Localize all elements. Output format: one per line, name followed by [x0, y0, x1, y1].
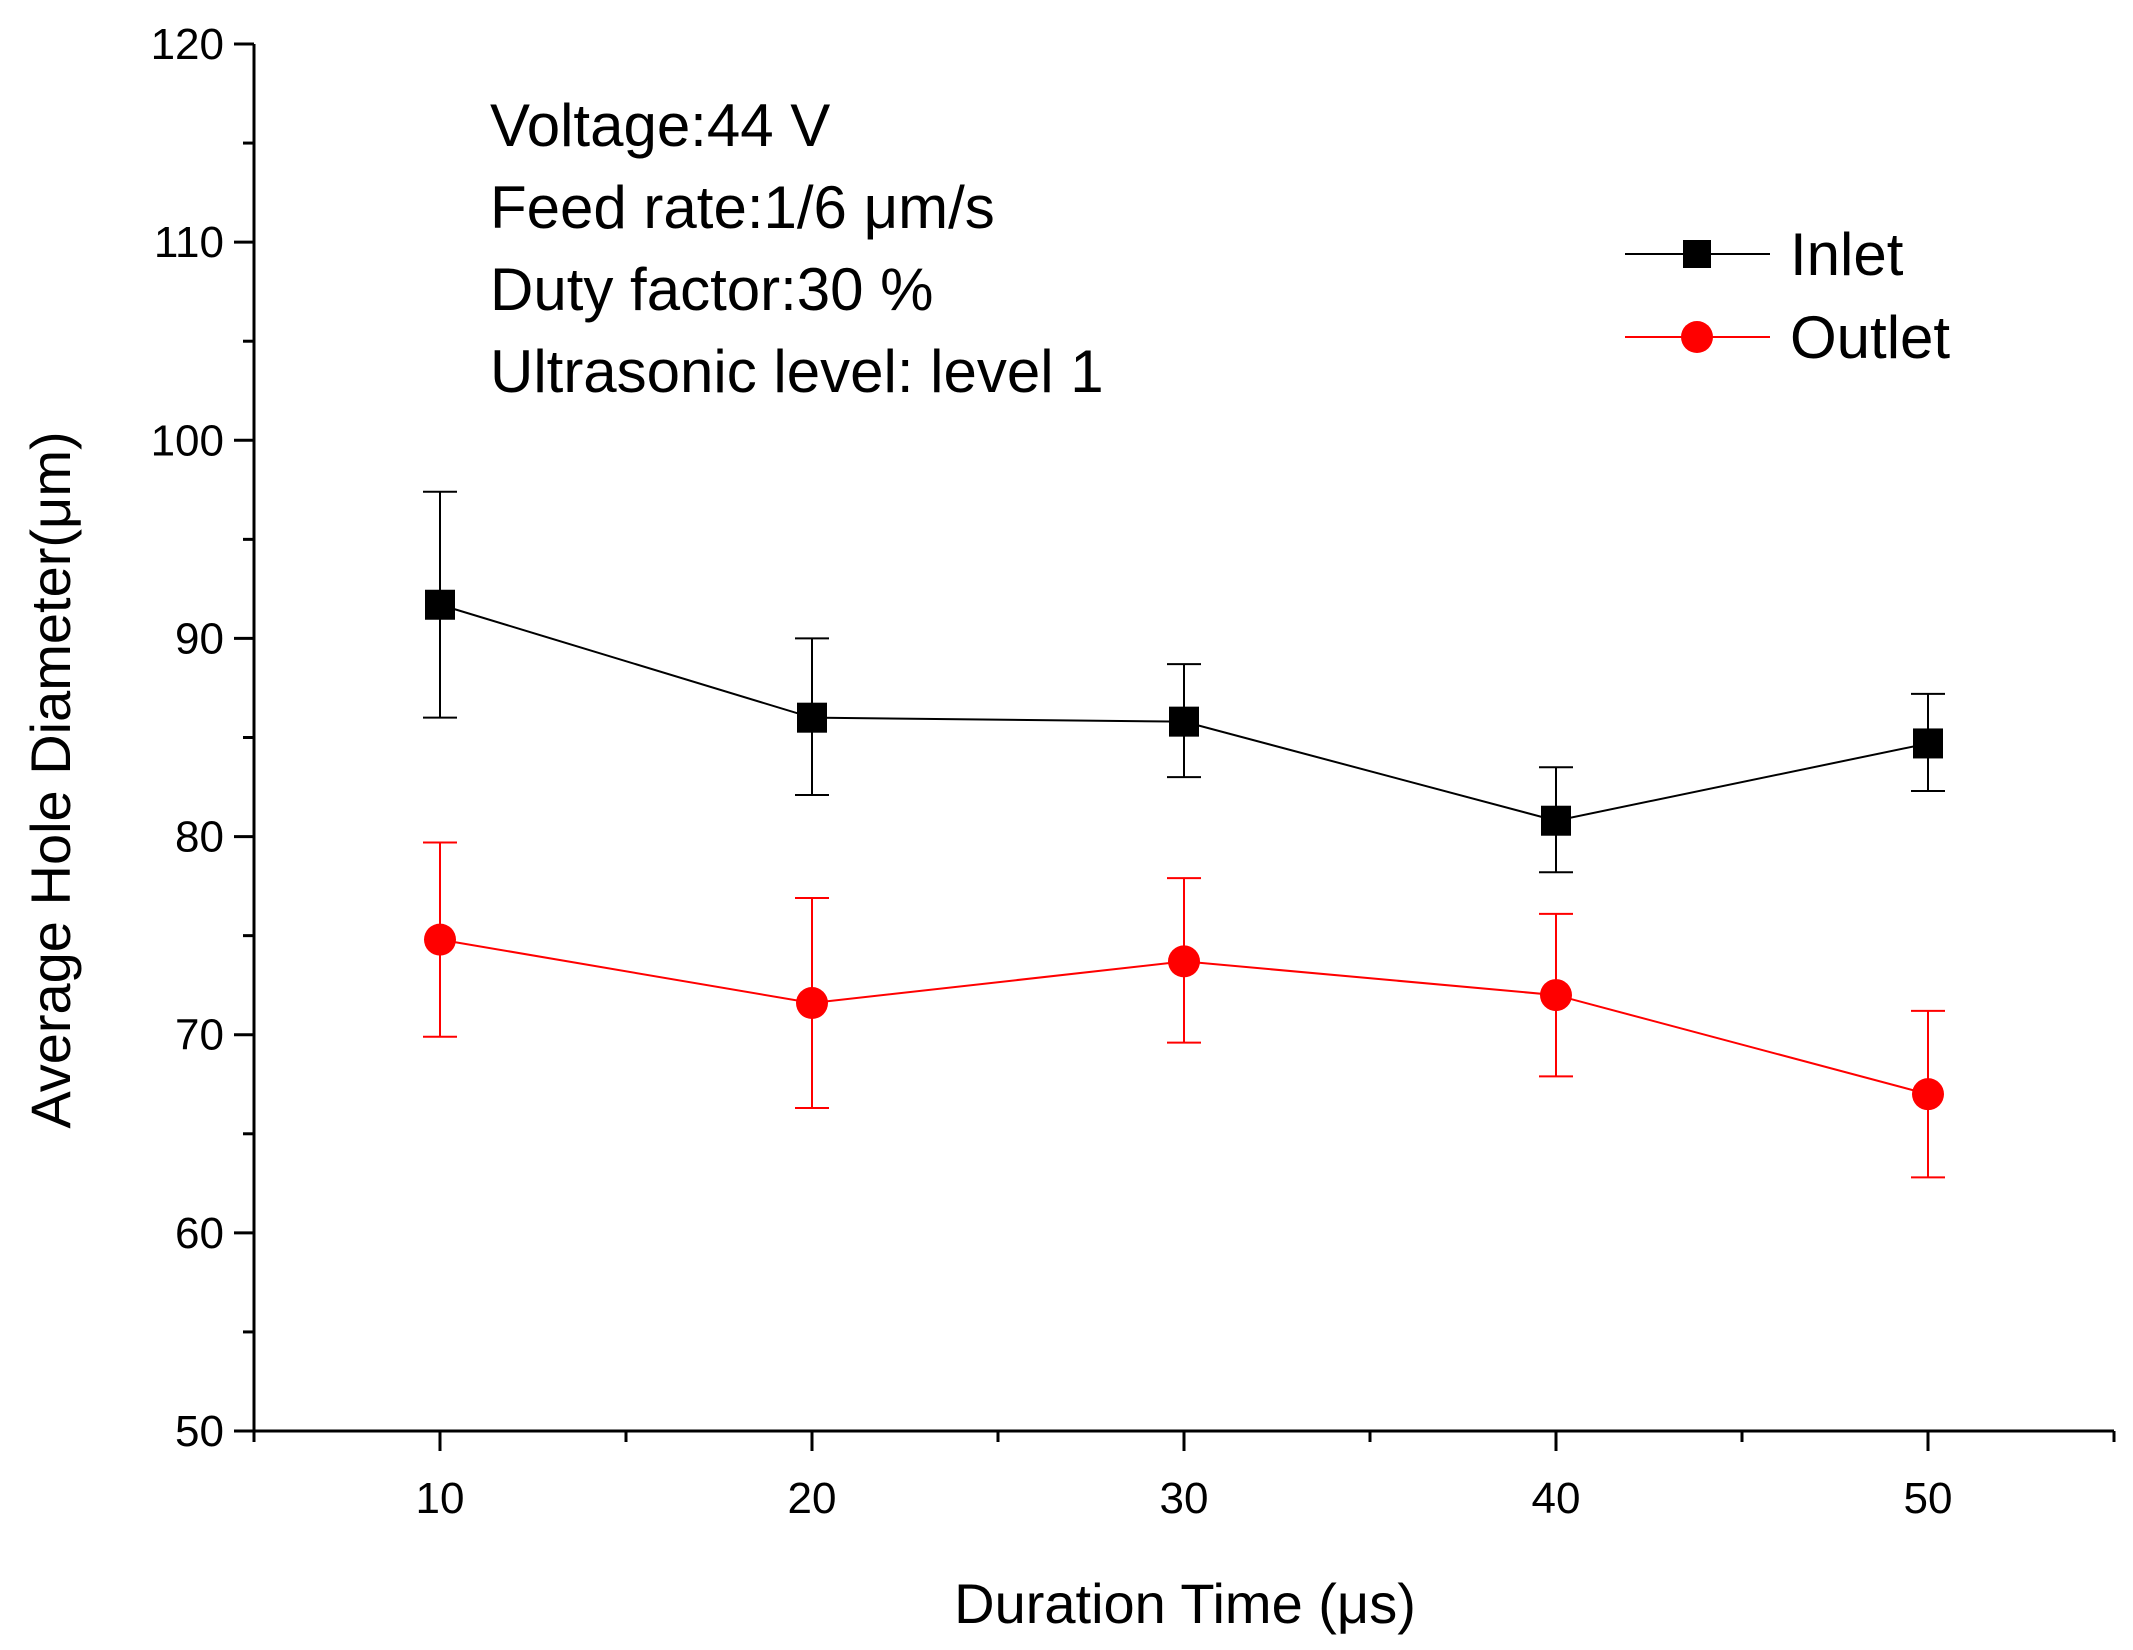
- x-tick-label: 50: [1904, 1474, 1953, 1523]
- legend: Inlet Outlet: [1625, 221, 1950, 371]
- series-inlet-point: [1913, 728, 1943, 759]
- series-inlet-point: [797, 702, 827, 733]
- series-inlet-point: [1169, 706, 1199, 737]
- series-outlet-point: [1168, 945, 1200, 978]
- legend-outlet-marker: [1681, 321, 1713, 353]
- series-outlet-point: [424, 923, 456, 956]
- axis-ticks: 50 60 70 80 90 100 110 120 10 20 30 40 50: [151, 20, 2116, 1523]
- x-axis-title: Duration Time (μs): [954, 1572, 1416, 1635]
- annotation-voltage: Voltage:44 V: [490, 92, 830, 159]
- series-outlet-point: [796, 987, 828, 1020]
- x-tick-label: 10: [416, 1474, 465, 1523]
- y-tick-label: 120: [151, 20, 224, 69]
- y-tick-label: 110: [154, 218, 224, 267]
- series-inlet-point: [1541, 805, 1571, 836]
- y-tick-label: 60: [175, 1209, 224, 1258]
- y-tick-label: 70: [175, 1011, 224, 1060]
- y-axis-title: Average Hole Diameter(μm): [19, 431, 82, 1128]
- y-tick-label: 100: [151, 416, 224, 465]
- series-inlet: [423, 490, 1945, 874]
- y-tick-label: 80: [175, 813, 224, 862]
- series-layer: [423, 490, 1945, 1179]
- y-tick-label: 90: [175, 614, 224, 663]
- series-inlet-point: [425, 589, 455, 620]
- annotation-feed-rate: Feed rate:1/6 μm/s: [490, 174, 995, 241]
- series-outlet-point: [1912, 1078, 1944, 1111]
- legend-outlet-label: Outlet: [1790, 304, 1950, 371]
- series-outlet: [423, 841, 1945, 1179]
- legend-inlet-label: Inlet: [1790, 221, 1904, 288]
- series-outlet-point: [1540, 979, 1572, 1012]
- legend-inlet-marker: [1683, 240, 1711, 268]
- y-tick-label: 50: [175, 1407, 224, 1456]
- x-tick-label: 40: [1532, 1474, 1581, 1523]
- x-tick-label: 30: [1160, 1474, 1209, 1523]
- x-tick-label: 20: [788, 1474, 837, 1523]
- annotation-ultrasonic-level: Ultrasonic level: level 1: [490, 338, 1104, 405]
- annotation-duty-factor: Duty factor:30 %: [490, 256, 934, 323]
